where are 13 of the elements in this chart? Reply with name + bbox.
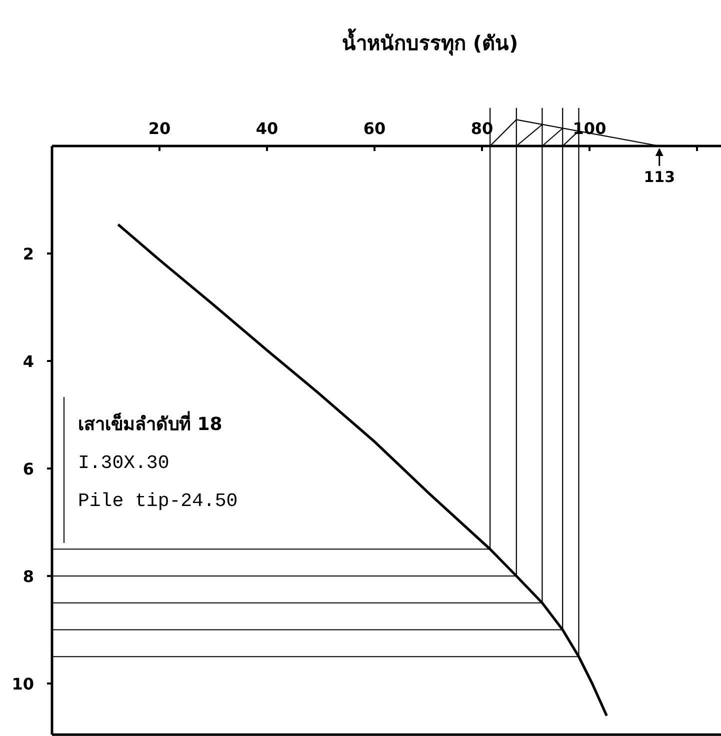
annotation: 113: [644, 168, 676, 186]
y-tick-label: 6: [22, 460, 34, 478]
x-tick-label: 40: [256, 119, 278, 138]
y-tick-label: 8: [22, 567, 34, 586]
y-tick-label: 10: [12, 674, 34, 694]
x-tick-label: 20: [148, 119, 171, 138]
annotation: Pile tip-24.50: [78, 490, 238, 512]
y-tick-label: 4: [22, 352, 34, 371]
y-tick-label: 2: [22, 244, 34, 264]
x-axis-title: น้ำหนักบรรทุก (ตัน): [342, 28, 518, 56]
x-tick-label: 60: [363, 119, 386, 138]
annotation: I.30X.30: [78, 452, 170, 474]
annotation: เสาเข็มลำดับที่ 18: [78, 411, 222, 435]
